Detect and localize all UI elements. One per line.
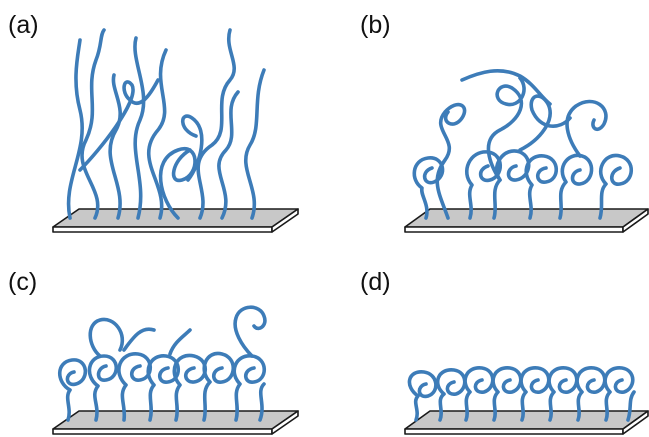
- polymer-chains-b: [412, 68, 634, 220]
- panel-c: (c): [8, 268, 299, 435]
- panel-label-c: (c): [8, 268, 37, 296]
- panel-label-a: (a): [8, 11, 39, 39]
- polymer-chains-c: [57, 305, 267, 422]
- panel-label-d: (d): [360, 268, 391, 296]
- polymer-chains-d: [407, 366, 636, 422]
- substrate-a: [52, 208, 299, 233]
- panel-a: (a): [8, 11, 299, 233]
- panel-b: (b): [360, 11, 649, 233]
- polymer-chains-a: [66, 28, 266, 220]
- substrate-b: [404, 208, 649, 233]
- panel-d: (d): [360, 268, 649, 435]
- panel-label-b: (b): [360, 11, 391, 39]
